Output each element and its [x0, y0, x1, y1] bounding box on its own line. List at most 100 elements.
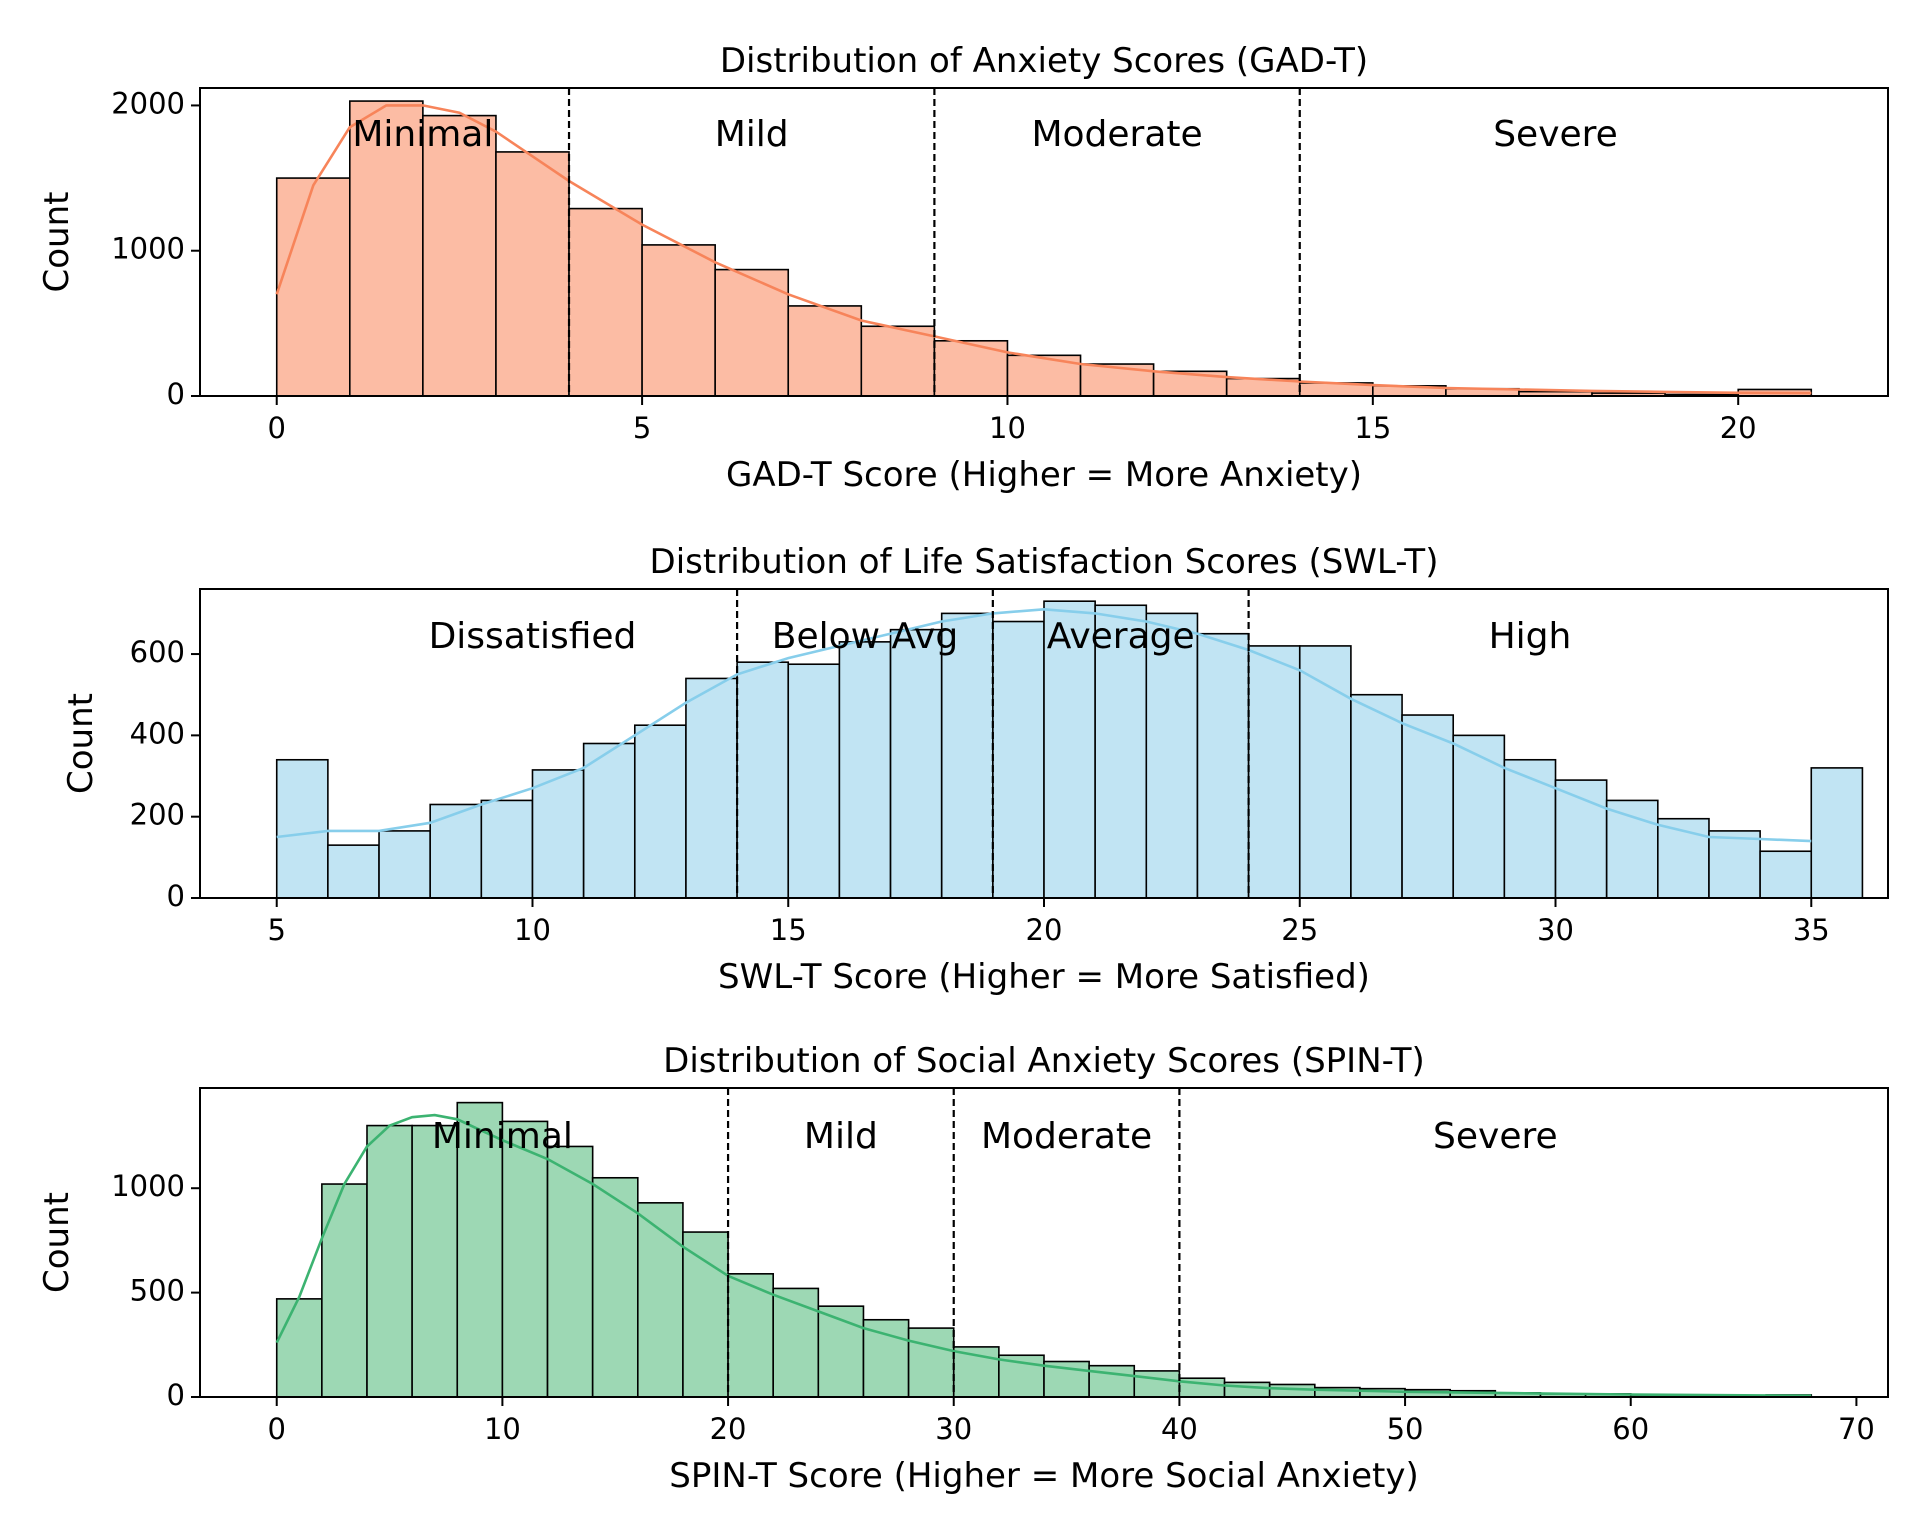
- histogram-bar: [714, 268, 790, 397]
- histogram-bar: [1223, 1381, 1271, 1398]
- y-tick-label: 600: [130, 635, 185, 669]
- y-tick-label: 400: [130, 716, 185, 750]
- y-tick-label: 0: [167, 377, 185, 411]
- y-tick-label: 0: [167, 879, 185, 913]
- chart-title: Distribution of Social Anxiety Scores (S…: [663, 1041, 1425, 1081]
- region-label: High: [1489, 616, 1572, 657]
- region-label: Mild: [804, 1116, 878, 1157]
- histogram-bar: [591, 1176, 639, 1398]
- x-tick-label: 30: [935, 1412, 972, 1446]
- histogram-bar: [456, 1101, 504, 1398]
- x-tick-label: 40: [1161, 1412, 1198, 1446]
- x-axis-label: SWL-T Score (Higher = More Satisfied): [718, 957, 1370, 997]
- x-tick-label: 10: [514, 913, 551, 947]
- plot-frame: [199, 1087, 1889, 1398]
- y-axis-label: Count: [37, 192, 77, 293]
- x-tick-label: 70: [1838, 1412, 1875, 1446]
- histogram-bar: [1043, 600, 1096, 899]
- histogram-bar: [531, 769, 585, 899]
- region-label: Minimal: [352, 114, 493, 155]
- y-tick-label: 1000: [111, 1169, 185, 1203]
- histogram-bar: [1196, 632, 1250, 899]
- region-label: Severe: [1433, 1116, 1558, 1157]
- histogram-bar: [685, 677, 738, 899]
- histogram-bar: [275, 758, 329, 899]
- histogram-bar: [1350, 693, 1403, 899]
- histogram-bar: [275, 1298, 323, 1398]
- kde-line: [276, 607, 1812, 843]
- histogram-bar: [860, 325, 936, 397]
- x-tick-label: 20: [710, 1412, 747, 1446]
- histogram-bar: [940, 612, 994, 899]
- histogram-bar: [275, 177, 351, 397]
- kde-line: [275, 1113, 1812, 1397]
- x-tick-label: 30: [1537, 913, 1574, 947]
- histogram-bar: [321, 1183, 368, 1398]
- histogram-bar: [582, 742, 636, 899]
- y-tick-label: 1000: [111, 232, 185, 266]
- region-label: Average: [1047, 616, 1195, 657]
- histogram-bar: [1452, 734, 1506, 899]
- y-tick-label: 200: [130, 798, 185, 832]
- histogram-bar: [546, 1145, 594, 1398]
- region-label: Severe: [1493, 114, 1618, 155]
- histogram-bar: [1133, 1370, 1181, 1398]
- histogram-bar: [378, 830, 431, 899]
- y-tick-label: 2000: [111, 86, 185, 120]
- histogram-bar: [787, 663, 841, 899]
- histogram-bar: [1401, 714, 1455, 899]
- chart-title: Distribution of Life Satisfaction Scores…: [650, 542, 1439, 582]
- histogram-bar: [327, 844, 380, 899]
- kde-line: [275, 104, 1812, 395]
- histogram-bar: [772, 1287, 820, 1398]
- x-axis-label: SPIN-T Score (Higher = More Social Anxie…: [669, 1456, 1418, 1496]
- region-label: Mild: [715, 114, 789, 155]
- x-tick-label: 0: [268, 1412, 286, 1446]
- histogram-bar: [495, 151, 570, 397]
- x-tick-label: 15: [1354, 411, 1391, 445]
- histogram-bar: [682, 1231, 729, 1398]
- histogram-bar: [411, 1124, 459, 1398]
- x-tick-label: 50: [1387, 1412, 1424, 1446]
- panel-gad: Minimal Mild Moderate Severe 0 5 10 15 20 0 1000 20…: [37, 41, 1889, 495]
- histogram-bar: [1145, 612, 1199, 899]
- histogram-bar: [480, 799, 534, 899]
- histogram-bar: [889, 628, 943, 899]
- x-tick-label: 10: [484, 1412, 521, 1446]
- x-tick-label: 20: [1026, 913, 1063, 947]
- x-tick-label: 20: [1720, 411, 1757, 445]
- histogram-bar: [1503, 758, 1557, 899]
- histogram-bar: [1094, 604, 1148, 899]
- panel-spin: Minimal Mild Moderate Severe 0 10 20 30 40 50 60 70…: [37, 1041, 1889, 1496]
- x-tick-label: 5: [633, 411, 651, 445]
- histogram-bar: [1657, 817, 1710, 899]
- region-label: Minimal: [432, 1116, 573, 1157]
- x-tick-label: 60: [1612, 1412, 1649, 1446]
- x-axis-label: GAD-T Score (Higher = More Anxiety): [726, 455, 1362, 495]
- y-axis-label: Count: [61, 693, 101, 794]
- histogram-bar: [636, 1202, 684, 1398]
- x-tick-label: 15: [770, 913, 807, 947]
- histogram-bar: [429, 803, 483, 899]
- histogram-bar: [787, 305, 863, 397]
- x-tick-label: 10: [989, 411, 1026, 445]
- region-label: Dissatisfied: [429, 616, 637, 657]
- histogram-bar: [1247, 645, 1301, 899]
- histogram-bar: [817, 1305, 865, 1398]
- histogram-bar: [501, 1120, 549, 1398]
- x-tick-label: 5: [268, 913, 286, 947]
- y-axis-label: Count: [37, 1192, 77, 1293]
- region-label: Moderate: [981, 1116, 1152, 1157]
- histogram-bar: [349, 100, 424, 397]
- histogram-bar: [992, 620, 1045, 899]
- histogram-bar: [736, 661, 790, 899]
- histogram-bar: [641, 244, 716, 397]
- histogram-bar: [422, 114, 497, 397]
- histogram-bar: [366, 1124, 413, 1398]
- y-tick-label: 500: [130, 1274, 185, 1308]
- y-tick-label: 0: [167, 1378, 185, 1412]
- histogram-bar: [1759, 850, 1813, 899]
- histogram-bar: [568, 207, 643, 397]
- chart-title: Distribution of Anxiety Scores (GAD-T): [720, 41, 1368, 81]
